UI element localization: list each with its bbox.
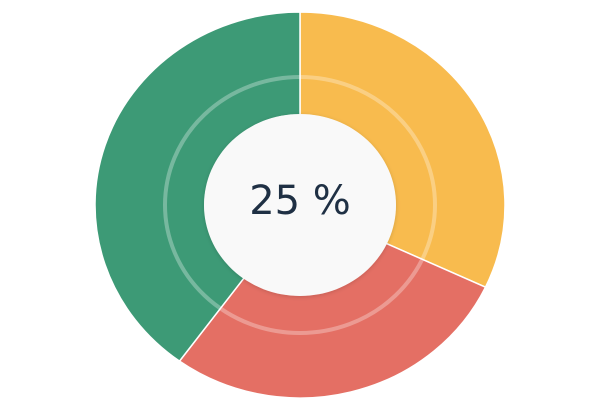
center-disc [204,114,396,296]
center-label: 25 % [249,178,351,224]
inner-ring [163,75,437,335]
segments [94,11,506,399]
